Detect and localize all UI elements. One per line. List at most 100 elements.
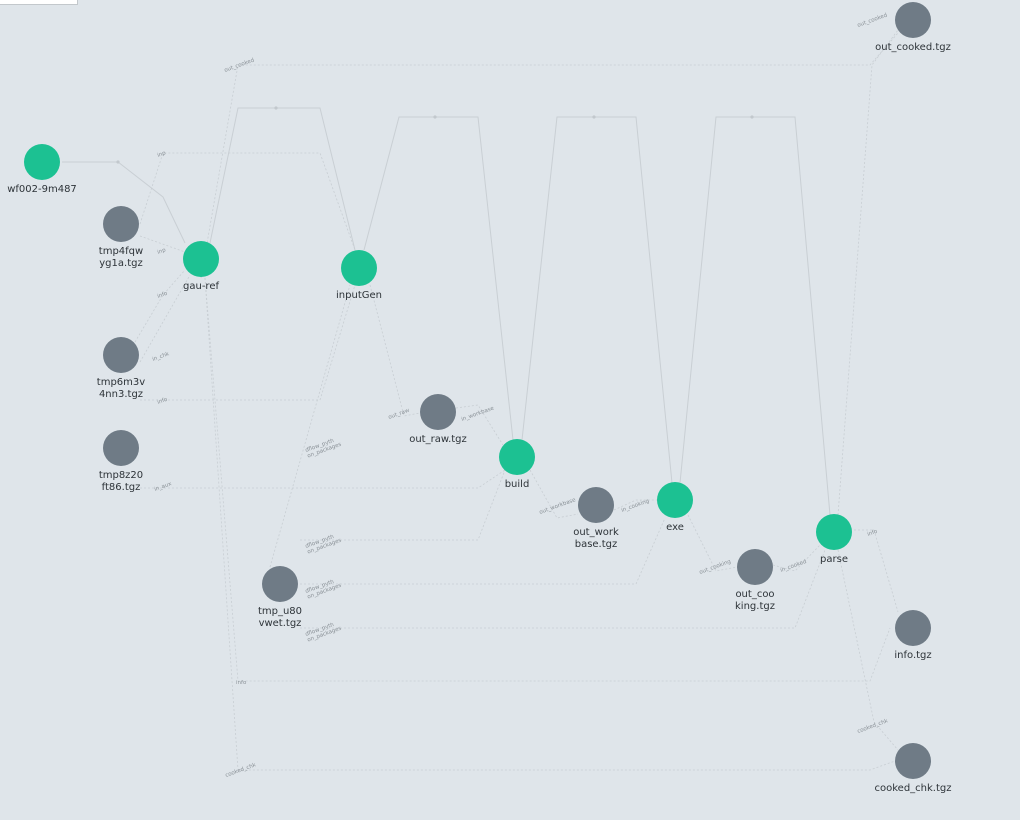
node-input[interactable]: inputGen xyxy=(336,250,382,301)
node-label-outcook: out_coo king.tgz xyxy=(735,589,775,612)
edge-solid-3 xyxy=(521,116,673,484)
edge-label-line: out_raw xyxy=(388,408,411,421)
edge-joint-3 xyxy=(592,115,596,119)
node-label-outwork: out_work base.tgz xyxy=(573,527,619,550)
node-tmp6[interactable]: tmp6m3v 4nn3.tgz xyxy=(97,337,145,400)
node-label-tmp8: tmp8z20 ft86.tgz xyxy=(99,470,143,493)
edge-solid-2 xyxy=(363,116,514,441)
node-label-line: exe xyxy=(666,522,684,533)
artifact-node-circle[interactable] xyxy=(737,549,773,585)
edge-label-l-inp-b: inp xyxy=(157,247,168,256)
node-label-line: info.tgz xyxy=(894,650,931,661)
edge-solid-4 xyxy=(679,116,831,516)
node-label-build: build xyxy=(505,479,530,490)
step-node-circle[interactable] xyxy=(657,482,693,518)
edge-label-line: cooked_chk xyxy=(857,718,890,735)
edge-label-l-dflow-4: dflow_python_packages xyxy=(305,620,343,644)
edge-label-l-out-cooked-a: out_cooked xyxy=(224,58,256,74)
node-label-line: tmp_u80 xyxy=(258,606,302,617)
edge-solid-0 xyxy=(62,161,186,244)
edge-labels-layer: out_cookedout_cookedinpinpinfoin_chkinfo… xyxy=(152,13,890,779)
node-outraw[interactable]: out_raw.tgz xyxy=(409,394,467,445)
node-wf[interactable]: wf002-9m487 xyxy=(7,144,77,195)
edge-label-line: info xyxy=(867,528,879,537)
edge-label-l-out-cooked-b: out_cooked xyxy=(857,13,889,29)
node-outwork[interactable]: out_work base.tgz xyxy=(573,487,619,550)
node-label-cooked: out_cooked.tgz xyxy=(875,42,951,53)
artifact-node-circle[interactable] xyxy=(578,487,614,523)
node-gau[interactable]: gau-ref xyxy=(183,241,219,292)
node-label-line: ft86.tgz xyxy=(102,482,141,493)
node-label-gau: gau-ref xyxy=(183,281,219,292)
step-node-circle[interactable] xyxy=(341,250,377,286)
edge-joint-4 xyxy=(750,115,754,119)
node-label-tmp6: tmp6m3v 4nn3.tgz xyxy=(97,377,145,400)
step-node-circle[interactable] xyxy=(816,514,852,550)
edge-joint-2 xyxy=(433,115,437,119)
node-label-line: inputGen xyxy=(336,290,382,301)
artifact-node-circle[interactable] xyxy=(103,206,139,242)
node-label-line: vwet.tgz xyxy=(259,618,302,629)
edge-label-l-inp-a: inp xyxy=(157,150,168,159)
edge-dashed-3 xyxy=(134,269,186,343)
edge-dashed-21 xyxy=(837,549,899,751)
node-label-chk: cooked_chk.tgz xyxy=(875,783,952,794)
edge-dashed-10 xyxy=(613,499,657,511)
edge-dashed-8 xyxy=(455,404,504,446)
node-label-input: inputGen xyxy=(336,290,382,301)
edge-label-line: out_cooking xyxy=(699,559,732,576)
node-tmp4[interactable]: tmp4fqw yg1a.tgz xyxy=(99,206,143,269)
node-label-line: base.tgz xyxy=(575,539,618,550)
edge-label-l-dflow-3: dflow_python_packages xyxy=(305,577,343,601)
edge-label-l-in-cooking: in_cooking xyxy=(621,498,651,514)
node-label-line: cooked_chk.tgz xyxy=(875,783,952,794)
edge-dashed-17 xyxy=(300,549,826,629)
node-exe[interactable]: exe xyxy=(657,482,693,533)
node-tmp8[interactable]: tmp8z20 ft86.tgz xyxy=(99,430,143,493)
node-chk[interactable]: cooked_chk.tgz xyxy=(875,743,952,794)
step-node-circle[interactable] xyxy=(24,144,60,180)
edge-label-line: inp xyxy=(157,150,168,159)
node-outcook[interactable]: out_coo king.tgz xyxy=(735,549,775,612)
step-node-circle[interactable] xyxy=(183,241,219,277)
edge-dashed-9 xyxy=(529,469,579,519)
artifact-node-circle[interactable] xyxy=(895,610,931,646)
edge-label-l-info-d: info xyxy=(236,680,247,686)
node-label-parse: parse xyxy=(820,554,848,565)
artifact-node-circle[interactable] xyxy=(420,394,456,430)
edge-label-l-in-workbase: in_workbase xyxy=(461,405,496,423)
node-label-line: king.tgz xyxy=(735,601,775,612)
node-info[interactable]: info.tgz xyxy=(894,610,932,661)
artifact-node-circle[interactable] xyxy=(103,430,139,466)
node-label-line: out_work xyxy=(573,527,619,538)
node-build[interactable]: build xyxy=(499,439,535,490)
top-left-panel xyxy=(0,0,78,5)
artifact-node-circle[interactable] xyxy=(895,743,931,779)
edge-label-line: in_aux xyxy=(154,481,174,493)
edge-label-line: in_cooked xyxy=(780,559,808,574)
edge-label-l-in-chk: in_chk xyxy=(152,351,171,363)
node-label-line: parse xyxy=(820,554,848,565)
node-label-line: out_raw.tgz xyxy=(409,434,467,445)
edge-label-l-info-b: info xyxy=(157,396,169,405)
edge-dashed-20 xyxy=(837,29,899,516)
edge-label-l-in-cooked: in_cooked xyxy=(780,559,808,574)
edge-dashed-18 xyxy=(204,277,891,682)
edge-label-line: in_cooking xyxy=(621,498,651,514)
nodes-layer: wf002-9m487 tmp4fqw yg1a.tgz gau-ref tmp6m3v… xyxy=(7,2,952,794)
edge-dashed-19 xyxy=(204,277,896,771)
edge-label-l-info-c: info xyxy=(867,528,879,537)
node-parse[interactable]: parse xyxy=(816,514,852,565)
node-cooked[interactable]: out_cooked.tgz xyxy=(875,2,951,53)
edge-dashed-11 xyxy=(687,514,738,572)
edges-layer xyxy=(62,29,899,771)
artifact-node-circle[interactable] xyxy=(262,566,298,602)
step-node-circle[interactable] xyxy=(499,439,535,475)
node-label-line: 4nn3.tgz xyxy=(99,389,143,400)
edge-label-line: info xyxy=(157,290,169,299)
artifact-node-circle[interactable] xyxy=(103,337,139,373)
node-tmpu[interactable]: tmp_u80 vwet.tgz xyxy=(258,566,302,629)
artifact-node-circle[interactable] xyxy=(895,2,931,38)
node-label-tmpu: tmp_u80 vwet.tgz xyxy=(258,606,302,629)
